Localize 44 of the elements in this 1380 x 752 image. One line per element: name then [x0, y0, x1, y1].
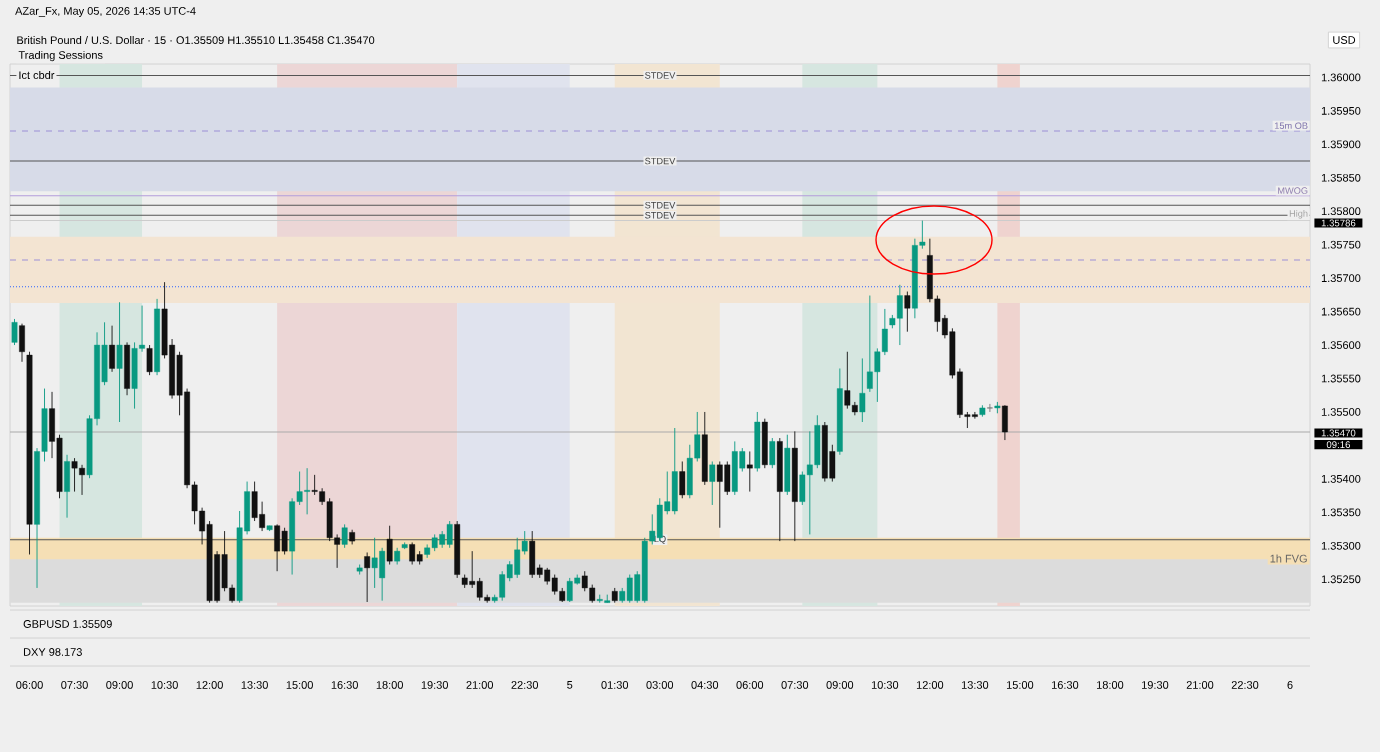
candlestick	[514, 537, 521, 579]
candlestick	[274, 523, 281, 572]
candlestick	[806, 430, 813, 535]
candlestick	[409, 541, 416, 565]
candlestick	[304, 467, 311, 515]
candlestick	[71, 457, 78, 493]
candlestick	[754, 411, 761, 472]
candlestick	[146, 344, 153, 376]
candlestick	[761, 418, 768, 469]
candlestick	[11, 318, 18, 346]
candlestick	[769, 437, 776, 469]
candlestick	[371, 537, 378, 589]
candlestick	[716, 461, 723, 529]
candlestick	[986, 403, 994, 413]
candlestick	[724, 461, 731, 496]
candlestick	[386, 525, 393, 565]
candlestick	[859, 357, 866, 423]
candlestick	[79, 464, 85, 496]
candlestick	[116, 301, 123, 423]
candlestick	[1002, 404, 1008, 441]
candlestick	[341, 523, 348, 549]
candlestick	[124, 341, 130, 396]
candlestick	[896, 284, 903, 346]
candlestick	[551, 574, 558, 596]
candlestick	[656, 497, 663, 542]
candlestick	[671, 427, 678, 515]
candlestick	[379, 547, 386, 602]
candlestick	[64, 454, 70, 519]
candlestick	[281, 527, 288, 555]
candlestick	[844, 351, 851, 410]
candlestick	[904, 291, 911, 333]
candlestick	[566, 577, 573, 603]
candlestick	[109, 325, 115, 373]
candlestick	[731, 440, 738, 496]
candlestick	[679, 461, 686, 499]
candlestick	[709, 461, 716, 506]
candlestick	[784, 434, 791, 496]
candlestick	[814, 414, 821, 469]
candlestick	[746, 451, 753, 493]
candlestick	[701, 411, 708, 486]
candlestick	[364, 552, 371, 603]
candlestick	[446, 520, 453, 549]
candlestick	[626, 574, 633, 604]
candlestick	[529, 530, 536, 579]
